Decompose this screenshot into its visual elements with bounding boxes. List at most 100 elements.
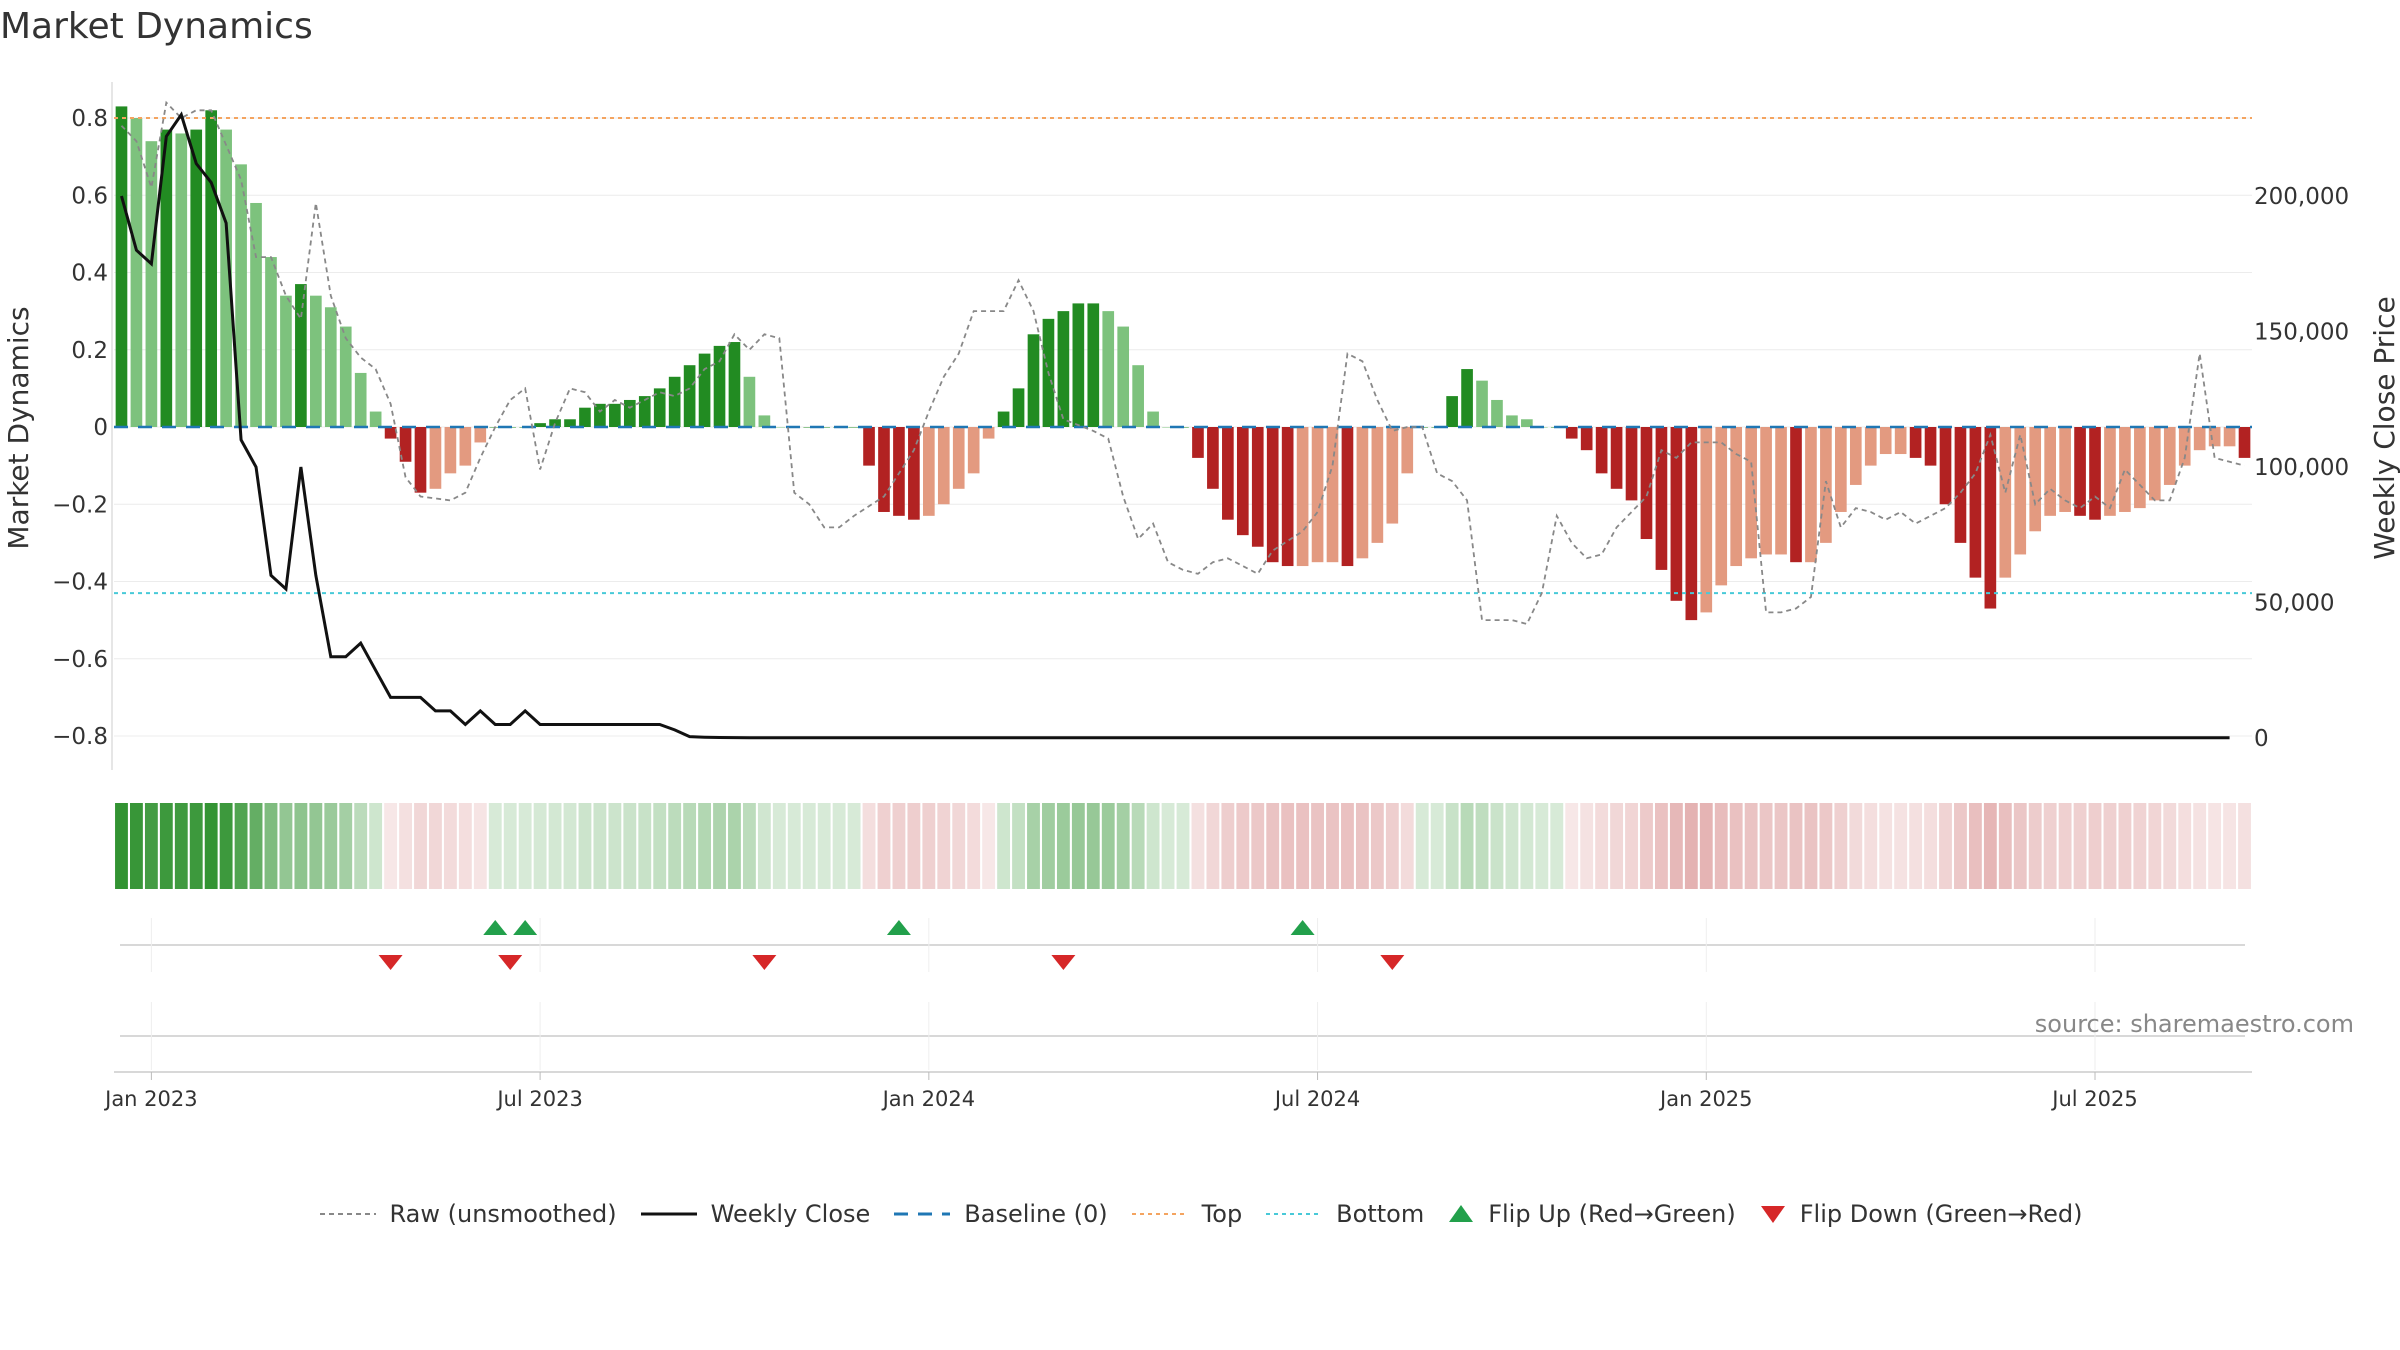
regime-strip-cell: [967, 803, 981, 889]
market-dynamics-bar: [743, 376, 756, 427]
market-dynamics-bar: [235, 164, 247, 427]
regime-strip-cell: [1460, 803, 1474, 889]
regime-strip-cell: [2073, 803, 2087, 889]
market-dynamics-bar: [1984, 427, 1997, 609]
legend-top-label: Top: [1201, 1200, 1243, 1228]
legend-close-swatch: [640, 1212, 697, 1216]
regime-strip-cell: [1804, 803, 1818, 889]
market-dynamics-bar: [280, 295, 292, 427]
regime-strip-cell: [1983, 803, 1997, 889]
legend-bottom-swatch: [1266, 1213, 1323, 1215]
y-tick-label-left: −0.4: [52, 570, 108, 596]
market-dynamics-bar: [1117, 326, 1130, 427]
regime-strip-cell: [1894, 803, 1908, 889]
market-dynamics-bar: [384, 427, 397, 439]
regime-strip-cell: [1714, 803, 1728, 889]
regime-strip-cell: [2013, 803, 2027, 889]
flip-down-marker: [1380, 955, 1405, 970]
market-dynamics-bar: [997, 411, 1010, 427]
market-dynamics-bar: [1745, 427, 1757, 559]
market-dynamics-bar: [175, 133, 188, 427]
regime-strip-cell: [1236, 803, 1250, 889]
regime-strip-cell: [1789, 803, 1803, 889]
regime-strip-cell: [1131, 803, 1145, 889]
regime-strip-cell: [1669, 803, 1683, 889]
regime-strip-cell: [1535, 803, 1549, 889]
y-tick-label-right: 200,000: [2254, 184, 2349, 210]
regime-strip-cell: [189, 803, 203, 889]
market-dynamics-bar: [1685, 427, 1698, 621]
market-dynamics-bar: [549, 419, 561, 427]
market-dynamics-bar: [863, 427, 875, 466]
regime-strip-cell: [922, 803, 936, 889]
market-dynamics-bar: [758, 415, 771, 427]
market-dynamics-bar: [2014, 427, 2027, 555]
y-tick-label-left: −0.8: [52, 724, 108, 750]
x-tick-label: Jul 2023: [495, 1087, 582, 1111]
regime-strip-cell: [1445, 803, 1459, 889]
y-tick-label-left: 0: [93, 415, 108, 441]
market-dynamics-bar: [1670, 427, 1683, 601]
regime-strip-cell: [264, 803, 278, 889]
regime-strip-cell: [1176, 803, 1190, 889]
market-dynamics-bar: [952, 427, 965, 489]
legend-flip-up: Flip Up (Red→Green): [1446, 1200, 1736, 1228]
regime-strip-cell: [757, 803, 771, 889]
regime-strip-cell: [159, 803, 173, 889]
regime-strip-cell: [324, 803, 338, 889]
legend-bottom-label: Bottom: [1336, 1200, 1425, 1228]
market-dynamics-bar: [474, 427, 487, 443]
gridlines: [114, 117, 2252, 737]
market-dynamics-bar: [579, 407, 591, 427]
market-dynamics-bar: [429, 427, 442, 489]
y-tick-label-left: 0.8: [71, 106, 108, 132]
market-dynamics-bar: [1521, 419, 1533, 427]
regime-strip-cell: [608, 803, 622, 889]
regime-strip-cell: [458, 803, 472, 889]
regime-strip-cell: [623, 803, 637, 889]
x-tick-label: Jul 2025: [2050, 1087, 2137, 1111]
market-dynamics-bar: [1610, 427, 1623, 489]
legend-baseline-swatch: [894, 1212, 951, 1216]
regime-strip-cell: [1819, 803, 1833, 889]
market-dynamics-bar: [205, 110, 218, 428]
market-dynamics-bar: [1386, 427, 1399, 524]
market-dynamics-bar: [2104, 427, 2116, 516]
market-dynamics-bar: [1012, 388, 1025, 427]
market-dynamics-bar: [1192, 427, 1204, 458]
x-axis: Jan 2023 Jul 2023 Jan 2024 Jul 2024 Jan 2025…: [103, 1072, 2138, 1111]
regime-strip-cell: [1221, 803, 1235, 889]
axes: 0.8 0.6 0.4 0.2 0 −0.2 −0.4 −0.6 −0.8 200,000 150,…: [2, 82, 2400, 770]
market-dynamics-bar: [1266, 427, 1279, 563]
market-dynamics-bar: [1655, 427, 1668, 570]
regime-strip-cell: [1909, 803, 1923, 889]
regime-strip-cell: [787, 803, 801, 889]
flip-down-marker: [1051, 955, 1076, 970]
regime-strip-cell: [279, 803, 293, 889]
market-dynamics-bar: [653, 388, 666, 427]
market-dynamics-bar: [1835, 427, 1847, 512]
regime-strip-cell: [2088, 803, 2102, 889]
market-dynamics-bar: [698, 353, 711, 427]
market-dynamics-bar: [1849, 427, 1862, 485]
market-dynamics-bar: [1730, 427, 1743, 567]
market-dynamics-bar: [773, 427, 786, 428]
market-dynamics-bar: [1072, 303, 1085, 427]
market-dynamics-bar: [190, 129, 203, 427]
regime-strip-cell: [1968, 803, 1982, 889]
raw-unsmoothed-line: [120, 100, 2245, 626]
regime-strip-cell: [2208, 803, 2222, 889]
regime-strip-cell: [1042, 803, 1055, 889]
market-dynamics-bar: [683, 365, 696, 427]
market-dynamics-bar: [2134, 427, 2146, 509]
market-dynamics-bar: [1864, 427, 1877, 466]
regime-strip-cell: [2238, 803, 2251, 889]
regime-strip-cell: [1520, 803, 1534, 889]
regime-strip-cell: [354, 803, 368, 889]
market-dynamics-bar: [878, 427, 890, 512]
market-dynamics-bar: [1446, 396, 1458, 427]
market-dynamics-bar: [923, 427, 935, 516]
market-dynamics-bar: [1207, 427, 1219, 489]
regime-strip-cell: [563, 803, 577, 889]
regime-strip-cell: [668, 803, 682, 889]
